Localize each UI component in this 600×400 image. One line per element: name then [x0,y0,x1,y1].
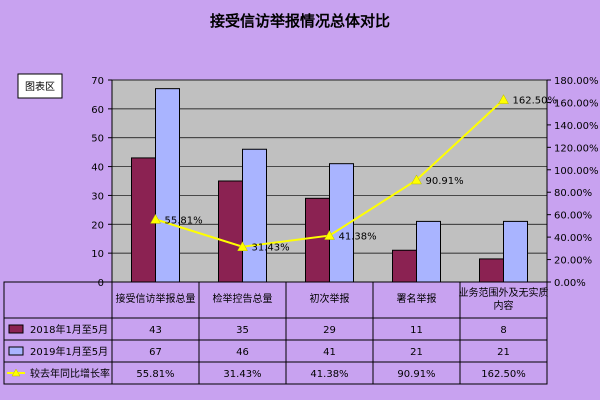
bar-series-2019 [416,220,441,283]
y-tick-label: 20 [91,220,104,231]
growth-data-label: 90.91% [426,176,464,187]
y-tick-label: 70 [91,76,104,87]
y-axis: 0 10 20 30 40 50 60 70 [91,76,113,289]
y2-tick-label: 120.00% [554,143,599,154]
table-cell-value: 55.81% [136,369,174,380]
bar-series-2018 [479,258,504,283]
table-cell-value: 41 [323,347,336,358]
y2-tick-label: 80.00% [554,188,592,199]
legend-entry-bar: 2019年1月至5月 [30,345,108,358]
y2-tick-label: 60.00% [554,211,592,222]
y2-tick-label: 160.00% [554,98,599,109]
bar-series-2018 [305,197,330,283]
table-cell-value: 11 [410,325,423,336]
y-tick-label: 0 [98,278,104,289]
table-cell-value: 35 [236,325,249,336]
bar-series-2018 [218,180,243,283]
legend-key-marker [11,368,21,377]
category-label: 署名举报 [397,292,437,305]
growth-point-marker [411,174,422,185]
bar-series-2018 [392,249,417,283]
growth-point-marker [324,230,335,240]
bar-series-2019 [155,88,180,283]
y2-tick-label: 40.00% [554,233,592,244]
plot-area-label-box: 图表区 [17,73,63,99]
growth-point-marker [498,94,509,104]
legend-key-bar [8,324,24,334]
table-cell-value: 90.91% [397,369,435,380]
y-tick-label: 30 [91,191,104,202]
legend-entry-bar: 2018年1月至5月 [30,323,108,336]
table-cell-value: 29 [323,325,336,336]
legend-key-bar [8,346,24,356]
table-cell-value: 8 [500,325,506,336]
table-cell-value: 46 [236,347,249,358]
bars [131,88,528,283]
y2-tick-label: 100.00% [554,166,599,177]
table-cell-value: 162.50% [481,369,526,380]
table-cell-value: 31.43% [223,369,261,380]
bar-series-2019 [242,148,267,283]
growth-point-marker [237,241,248,251]
table-cell-value: 21 [410,347,423,358]
table-cell-value: 21 [497,347,510,358]
y-tick-label: 40 [91,163,104,174]
growth-data-label: 41.38% [339,232,377,243]
growth-data-label: 31.43% [252,243,290,254]
y2-tick-label: 20.00% [554,256,592,267]
y2-axis: 0.00% 20.00% 40.00% 60.00% 80.00% 100.00% 120.… [546,76,599,289]
category-label: 业务范围外及无实质内容 [459,286,549,312]
bar-series-2018 [131,157,156,283]
growth-data-label: 55.81% [165,215,203,226]
y2-tick-label: 180.00% [554,76,599,87]
category-label: 初次举报 [310,292,350,305]
y-tick-label: 10 [91,249,104,260]
table-cell-value: 41.38% [310,369,348,380]
y2-tick-label: 140.00% [554,121,599,132]
data-table: 接受信访举报总量 检举控告总量 初次举报 署名举报 业务范围外及无实质内容 2018年1月… [3,281,549,385]
growth-line: 55.81% 31.43% 41.38% 90.91% 162.50% [150,94,558,254]
table-cell-value: 43 [149,325,162,336]
bar-series-2019 [503,220,528,283]
y-tick-label: 50 [91,134,104,145]
plot-area-label: 图表区 [25,80,55,93]
growth-point-marker [150,213,161,224]
table-cell-value: 67 [149,347,162,358]
chart-title: 接受信访举报情况总体对比 [210,12,390,30]
category-label: 检举控告总量 [213,292,273,305]
growth-data-label: 162.50% [513,96,558,107]
category-label: 接受信访举报总量 [116,292,196,305]
legend-entry-growth: 较去年同比增长率 [30,367,110,380]
y2-tick-label: 0.00% [554,278,586,289]
y-tick-label: 60 [91,105,104,116]
